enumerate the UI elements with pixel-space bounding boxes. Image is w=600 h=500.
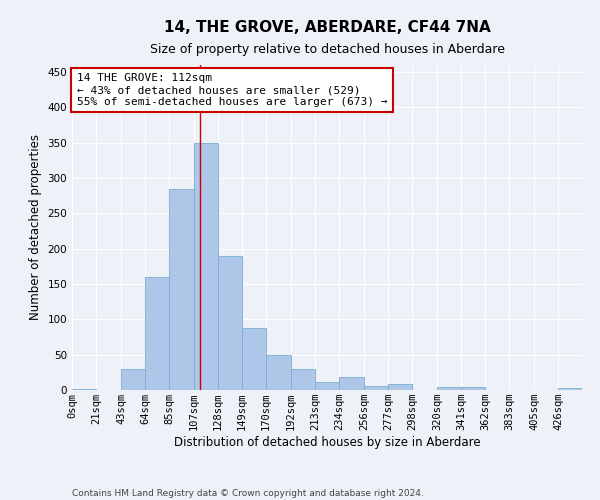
Y-axis label: Number of detached properties: Number of detached properties <box>29 134 42 320</box>
Bar <box>242 328 266 390</box>
Bar <box>169 188 194 390</box>
Bar <box>461 387 485 390</box>
Bar <box>364 386 388 390</box>
Bar <box>388 384 412 390</box>
Bar <box>291 369 315 390</box>
Text: 14, THE GROVE, ABERDARE, CF44 7NA: 14, THE GROVE, ABERDARE, CF44 7NA <box>164 20 490 35</box>
Bar <box>72 388 96 390</box>
Bar <box>558 388 582 390</box>
Text: 14 THE GROVE: 112sqm
← 43% of detached houses are smaller (529)
55% of semi-deta: 14 THE GROVE: 112sqm ← 43% of detached h… <box>77 74 387 106</box>
Bar <box>121 369 145 390</box>
Bar <box>437 387 461 390</box>
Text: Size of property relative to detached houses in Aberdare: Size of property relative to detached ho… <box>149 42 505 56</box>
Bar <box>218 256 242 390</box>
X-axis label: Distribution of detached houses by size in Aberdare: Distribution of detached houses by size … <box>173 436 481 449</box>
Bar <box>145 277 169 390</box>
Bar <box>339 378 364 390</box>
Bar <box>266 354 291 390</box>
Bar <box>315 382 339 390</box>
Text: Contains HM Land Registry data © Crown copyright and database right 2024.: Contains HM Land Registry data © Crown c… <box>72 488 424 498</box>
Bar <box>194 142 218 390</box>
